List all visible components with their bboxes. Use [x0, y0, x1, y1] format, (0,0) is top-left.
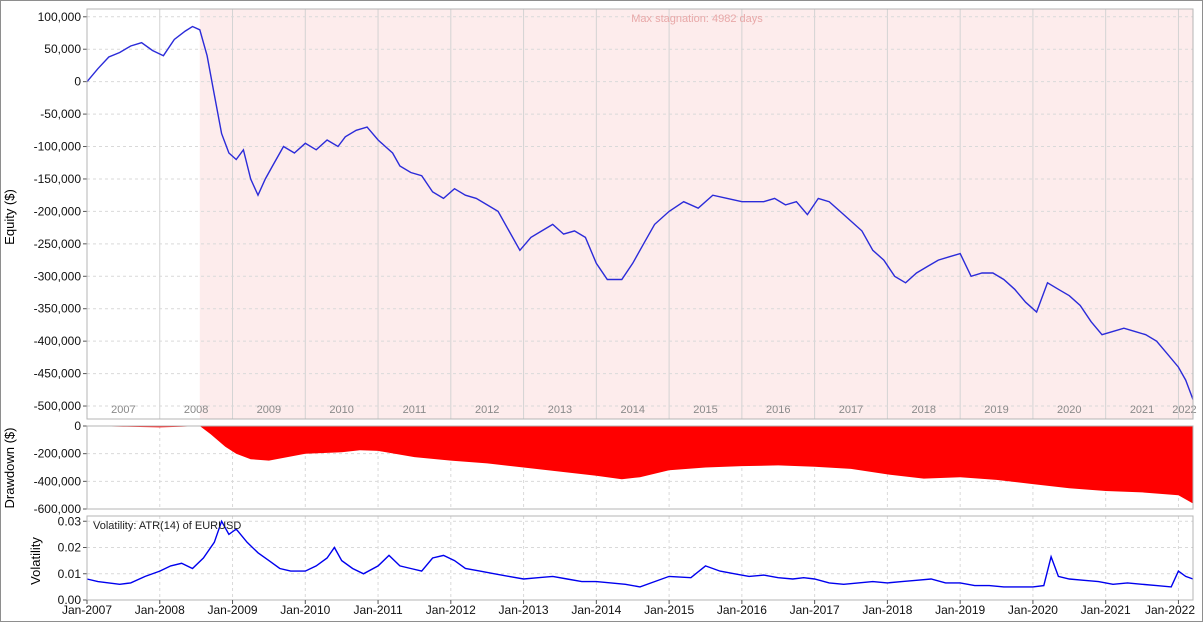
- year-label: 2020: [1057, 404, 1081, 416]
- year-label: 2015: [693, 404, 717, 416]
- x-tick-label: Jan-2019: [935, 603, 985, 617]
- y-tick-label: 0.02: [58, 541, 82, 555]
- x-tick-label: Jan-2012: [426, 603, 476, 617]
- volatility-plot-frame: [86, 515, 1194, 601]
- year-label: 2007: [111, 404, 135, 416]
- y-tick-label: -250,000: [34, 237, 82, 251]
- x-tick-label: Jan-2016: [717, 603, 767, 617]
- year-label: 2022: [1172, 404, 1196, 416]
- x-tick-label: Jan-2007: [62, 603, 112, 617]
- y-tick-label: 0.00: [58, 593, 82, 607]
- x-tick-label: Jan-2011: [353, 603, 402, 617]
- y-tick-label: 50,000: [44, 42, 81, 56]
- x-tick-label: Jan-2022: [1145, 603, 1195, 617]
- y-tick-label: -300,000: [34, 269, 82, 283]
- y-tick-label: -350,000: [34, 302, 82, 316]
- y-tick-label: -600,000: [34, 502, 82, 516]
- x-tick-label: Jan-2020: [1008, 603, 1058, 617]
- y-tick-label: 0.01: [58, 567, 82, 581]
- year-label: 2009: [257, 404, 281, 416]
- x-tick-label: Jan-2009: [208, 603, 258, 617]
- year-label: 2011: [403, 404, 427, 416]
- drawdown-y-axis-label: Drawdown ($): [2, 428, 17, 509]
- x-tick-label: Jan-2021: [1081, 603, 1131, 617]
- y-tick-label: -200,000: [34, 204, 82, 218]
- y-tick-label: -450,000: [34, 367, 82, 381]
- x-tick-label: Jan-2017: [790, 603, 840, 617]
- volatility-title: Volatility: ATR(14) of EURUSD: [93, 520, 241, 532]
- volatility-x-ticks: Jan-2007 Jan-2008 Jan-2009 Jan-2010 Jan-2011…: [62, 600, 1195, 617]
- year-label: 2014: [620, 404, 644, 416]
- equity-panel: 100,000 50,000 0 -50,000 -100,000 -150,000 -20…: [2, 8, 1197, 420]
- x-tick-label: Jan-2010: [280, 603, 330, 617]
- drawdown-panel: 0 -200,000 -400,000 -600,000 Drawdown ($): [2, 419, 1194, 516]
- equity-plot-frame: [86, 8, 1194, 420]
- y-tick-label: 0: [74, 75, 81, 89]
- year-label: 2021: [1130, 404, 1154, 416]
- volatility-series-line: [86, 519, 1194, 588]
- volatility-y-ticks: 0.00 0.01 0.02 0.03: [58, 514, 87, 607]
- drawdown-area: [87, 426, 1193, 504]
- equity-year-labels: 2007 2008 2009 2010 2011 2012 2013 2014 2015 2016…: [111, 404, 1197, 416]
- y-tick-label: -50,000: [40, 107, 81, 121]
- x-tick-label: Jan-2014: [571, 603, 621, 617]
- stagnation-annotation: Max stagnation: 4982 days: [631, 13, 763, 25]
- drawdown-plot-frame: [86, 425, 1194, 510]
- x-tick-label: Jan-2015: [644, 603, 694, 617]
- x-tick-label: Jan-2018: [862, 603, 912, 617]
- year-label: 2013: [548, 404, 572, 416]
- year-label: 2018: [912, 404, 936, 416]
- year-label: 2016: [766, 404, 790, 416]
- y-tick-label: -400,000: [34, 334, 82, 348]
- x-tick-label: Jan-2008: [135, 603, 185, 617]
- equity-series-line: [86, 25, 1194, 400]
- volatility-y-axis-label: Volatility: [28, 537, 43, 585]
- y-tick-label: -150,000: [34, 172, 82, 186]
- y-tick-label: -400,000: [34, 474, 82, 488]
- year-label: 2019: [984, 404, 1008, 416]
- year-label: 2012: [475, 404, 499, 416]
- y-tick-label: 100,000: [38, 10, 82, 24]
- equity-y-axis-label: Equity ($): [2, 189, 17, 245]
- year-label: 2017: [839, 404, 863, 416]
- equity-grid: [87, 9, 1193, 419]
- y-tick-label: -200,000: [34, 447, 82, 461]
- year-label: 2010: [329, 404, 353, 416]
- stagnation-shade: [199, 9, 1193, 419]
- drawdown-y-ticks: 0 -200,000 -400,000 -600,000: [34, 419, 87, 516]
- volatility-panel: 0.00 0.01 0.02 0.03 Volatility: ATR(14) of …: [28, 514, 1195, 617]
- y-tick-label: 0: [74, 419, 81, 433]
- y-tick-label: -500,000: [34, 399, 82, 413]
- y-tick-label: 0.03: [58, 514, 82, 528]
- year-label: 2008: [184, 404, 208, 416]
- equity-y-ticks: 100,000 50,000 0 -50,000 -100,000 -150,000 -20…: [34, 10, 87, 413]
- x-tick-label: Jan-2013: [499, 603, 549, 617]
- y-tick-label: -100,000: [34, 140, 82, 154]
